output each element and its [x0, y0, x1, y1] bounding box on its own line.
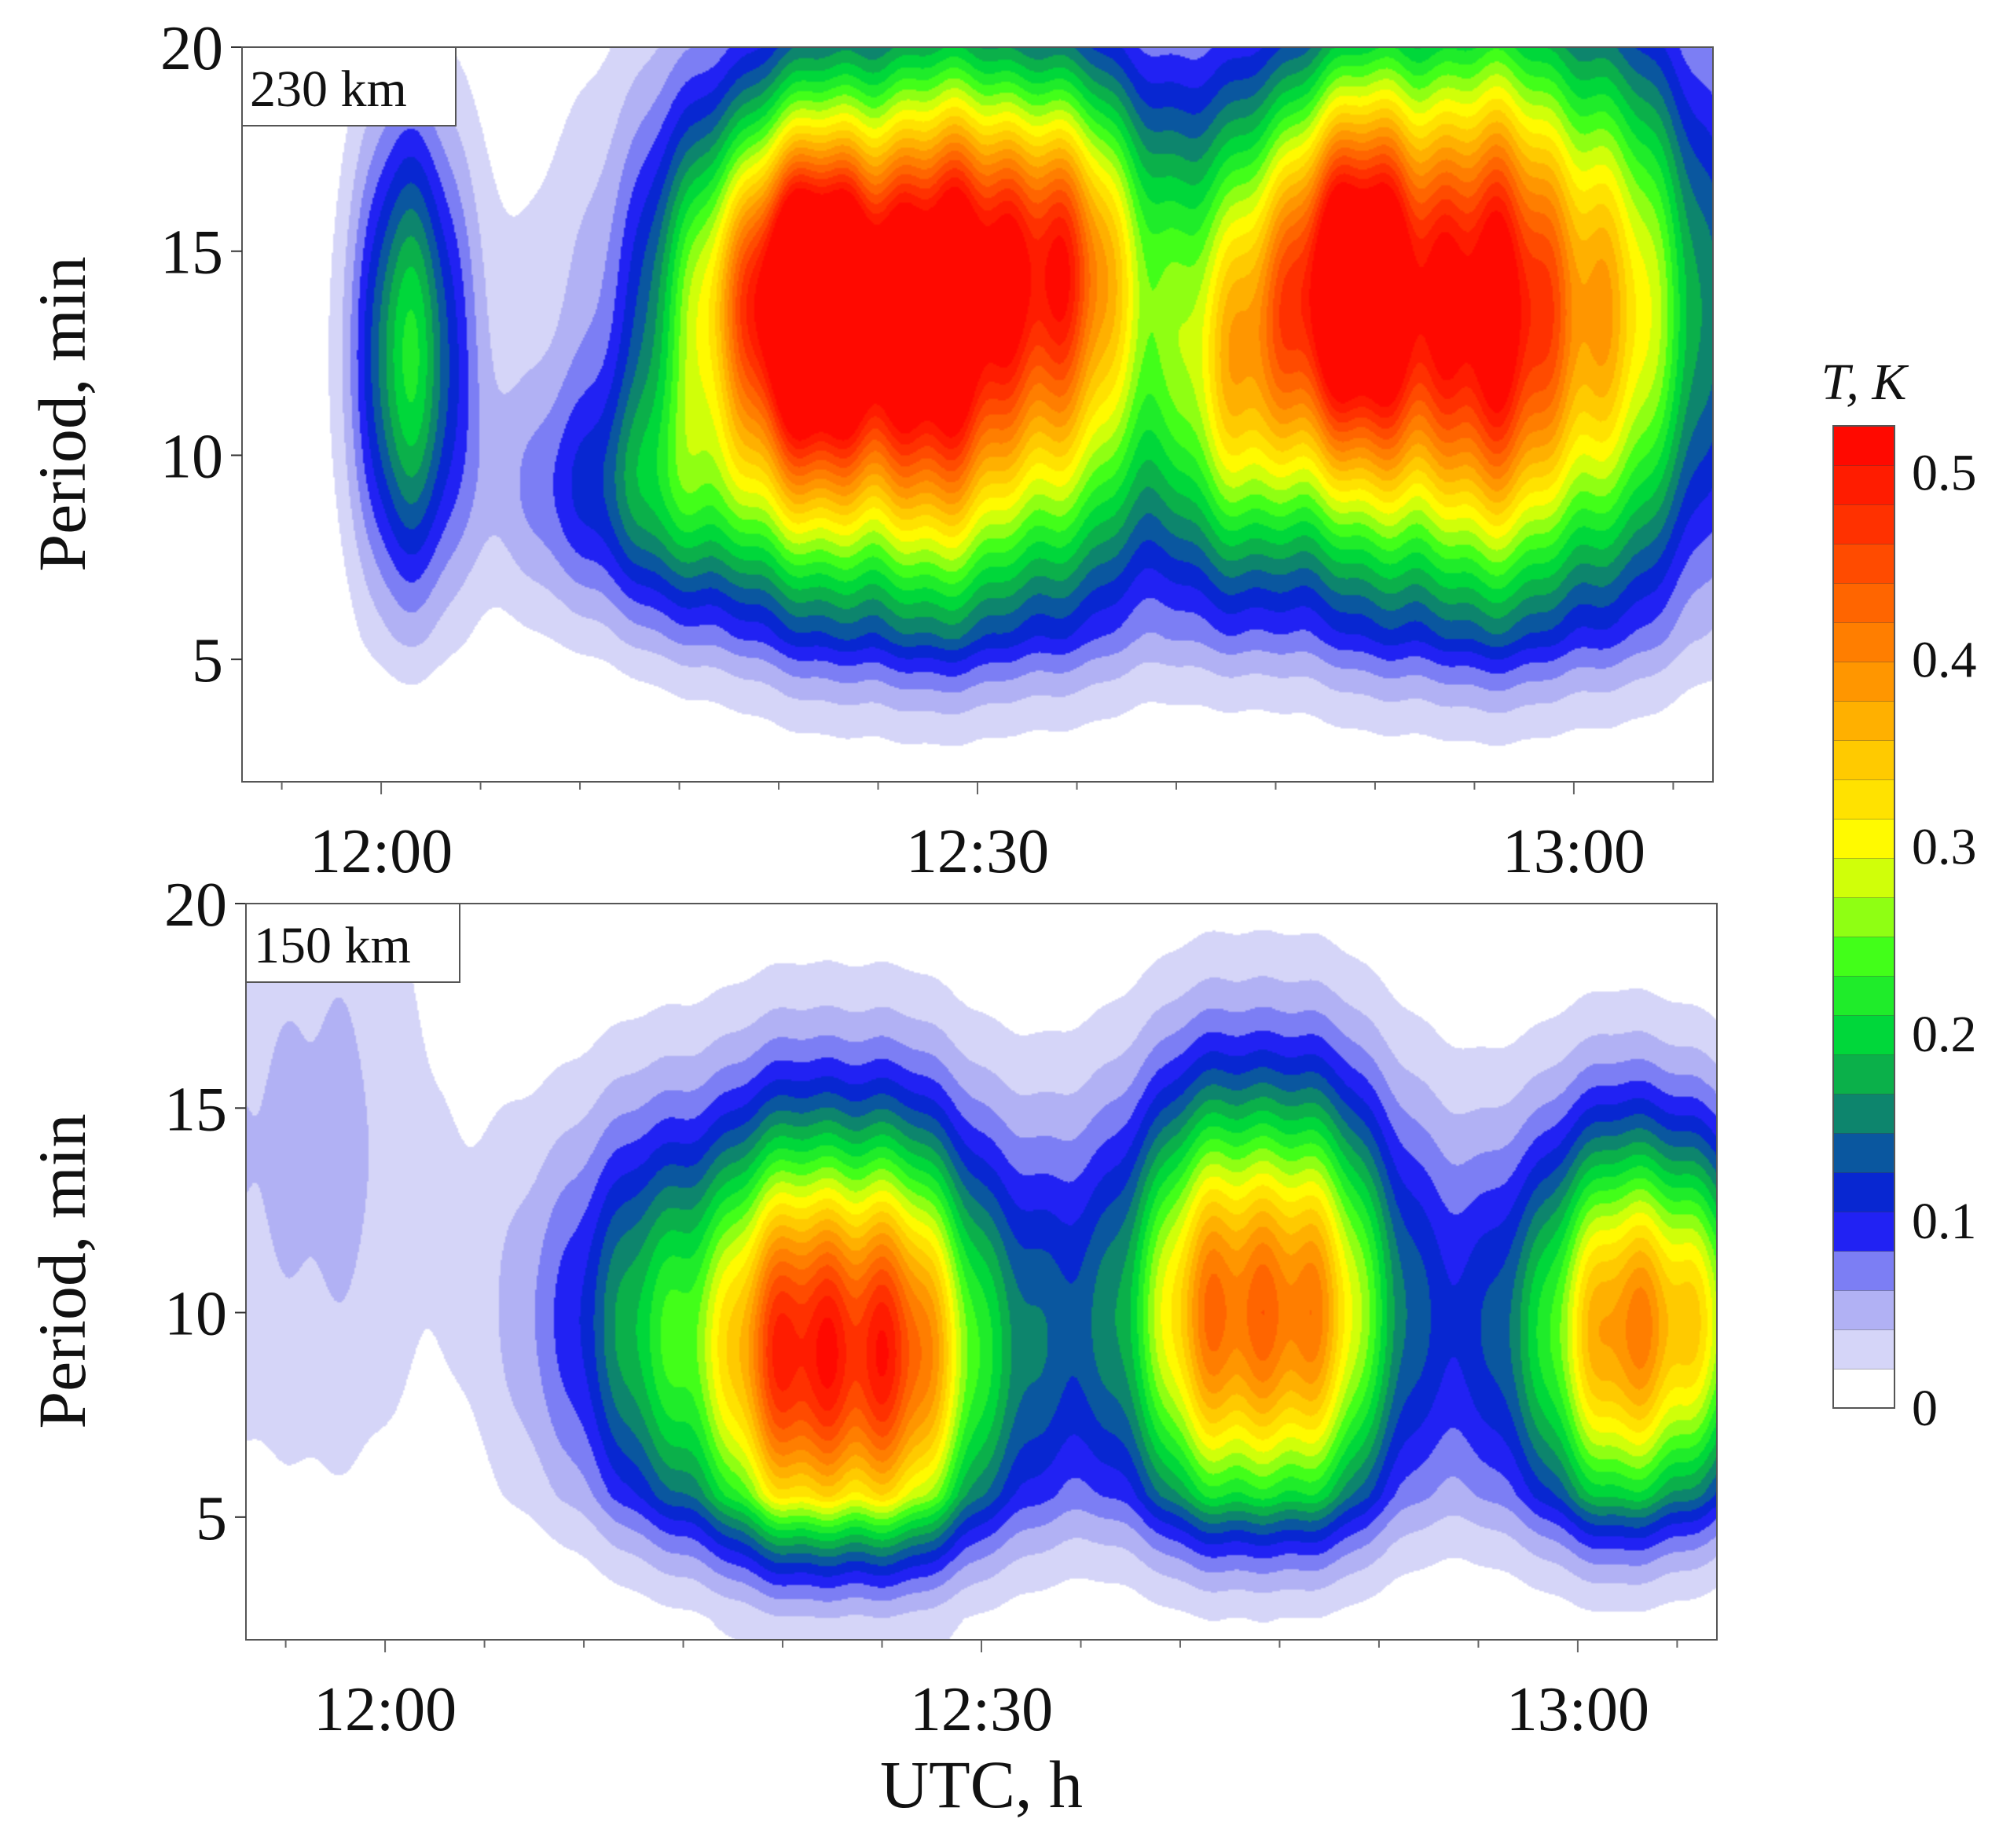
colorbar-tick-label: 0.2 [1912, 1006, 1977, 1063]
panel-top: 5 10 15 20 12:00 12:30 13:00 230 km Period, m… [24, 14, 1714, 886]
colorbar-band [1832, 622, 1895, 662]
x-tick-label-bottom: 12:30 [910, 1675, 1053, 1744]
colorbar-band [1832, 425, 1895, 466]
colorbar-band [1832, 1172, 1895, 1212]
colorbar-band [1832, 1368, 1895, 1409]
contour-field-bottom [246, 904, 1717, 1640]
y-ticks-bottom: 5 10 15 20 [164, 871, 246, 1553]
colorbar-band [1832, 1054, 1895, 1094]
y-tick-label-bottom: 10 [164, 1280, 227, 1349]
x-ticks-bottom: 12:00 12:30 13:00 [284, 1640, 1678, 1744]
x-tick-label-bottom: 13:00 [1506, 1675, 1649, 1744]
colorbar-band [1832, 464, 1895, 505]
colorbar-band [1832, 975, 1895, 1016]
colorbar: 0 0.1 0.2 0.3 0.4 0.5 T, K [1821, 354, 1977, 1437]
contour-field-top [242, 47, 1713, 782]
colorbar-band [1832, 896, 1895, 937]
colorbar-band [1832, 779, 1895, 820]
x-axis-title: UTC, h [880, 1747, 1083, 1822]
colorbar-band [1832, 818, 1895, 859]
colorbar-band [1832, 739, 1895, 780]
colorbar-frame [1832, 425, 1895, 1409]
colorbar-ticks: 0 0.1 0.2 0.3 0.4 0.5 [1912, 445, 1977, 1437]
colorbar-band [1832, 1250, 1895, 1291]
colorbar-bands [1832, 425, 1895, 1409]
y-ticks-top: 5 10 15 20 [160, 14, 242, 695]
y-tick-label-top: 20 [160, 14, 223, 83]
colorbar-band [1832, 1132, 1895, 1173]
colorbar-tick-label: 0.1 [1912, 1193, 1977, 1250]
y-tick-label-bottom: 5 [196, 1484, 227, 1553]
colorbar-band [1832, 1211, 1895, 1252]
colorbar-band [1832, 543, 1895, 584]
colorbar-band [1832, 504, 1895, 544]
panel-bottom: 5 10 15 20 12:00 12:30 13:00 150 km Period, m… [24, 871, 1718, 1822]
colorbar-band [1832, 857, 1895, 898]
x-tick-label-top: 12:00 [310, 817, 453, 886]
colorbar-tick-label: 0.3 [1912, 819, 1977, 876]
colorbar-band [1832, 661, 1895, 702]
y-tick-label-top: 15 [160, 218, 223, 288]
x-tick-label-top: 13:00 [1502, 817, 1645, 886]
colorbar-band [1832, 1329, 1895, 1370]
y-axis-title-bottom: Period, min [24, 1113, 100, 1428]
colorbar-band [1832, 1014, 1895, 1055]
y-axis-title-top: Period, min [24, 256, 100, 571]
colorbar-band [1832, 936, 1895, 977]
panel-label-box-top: 230 km [241, 46, 457, 126]
panel-label-top: 230 km [250, 60, 407, 118]
y-tick-label-bottom: 20 [164, 871, 227, 940]
y-tick-label-top: 5 [192, 626, 223, 695]
colorbar-band [1832, 1093, 1895, 1134]
x-tick-label-top: 12:30 [906, 817, 1049, 886]
colorbar-band [1832, 700, 1895, 741]
y-tick-label-top: 10 [160, 422, 223, 491]
colorbar-band [1832, 582, 1895, 623]
colorbar-band [1832, 1289, 1895, 1330]
x-ticks-top: 12:00 12:30 13:00 [281, 782, 1674, 886]
x-tick-label-bottom: 12:00 [314, 1675, 457, 1744]
colorbar-tick-label: 0.5 [1912, 445, 1977, 502]
colorbar-title: T, K [1821, 354, 1909, 411]
panel-label-bottom: 150 km [254, 917, 411, 974]
colorbar-tick-label: 0 [1912, 1380, 1938, 1437]
colorbar-tick-label: 0.4 [1912, 632, 1977, 689]
panel-label-box-bottom: 150 km [245, 903, 460, 983]
y-tick-label-bottom: 15 [164, 1075, 227, 1144]
